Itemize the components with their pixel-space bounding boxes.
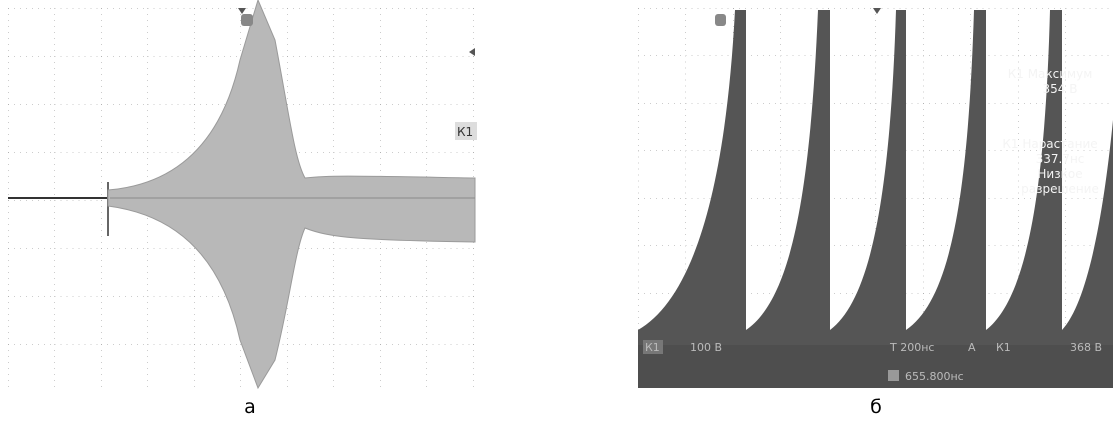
- measurement: разрешение: [1021, 182, 1099, 196]
- caption: а: [244, 396, 256, 418]
- status: К1: [996, 341, 1011, 354]
- status: 368 В: [1070, 341, 1102, 354]
- trigger-icon: [241, 14, 253, 26]
- panel-a: К1 а: [8, 0, 477, 418]
- measurement: К1 Нарастание: [1002, 137, 1097, 151]
- status: К1: [645, 341, 660, 354]
- status: A: [968, 341, 976, 354]
- figure: К1 а К1 Максимум 354 В К1 Нарастание 337…: [0, 0, 1113, 421]
- measurement: К1 Максимум: [1008, 67, 1093, 81]
- trigger-pos-icon: [888, 370, 899, 381]
- trigger-position: 655.800нс: [905, 370, 964, 383]
- panel-b: К1 Максимум 354 В К1 Нарастание 337.7нс …: [638, 8, 1113, 418]
- status: 100 В: [690, 341, 722, 354]
- figure-svg: К1 а К1 Максимум 354 В К1 Нарастание 337…: [0, 0, 1113, 421]
- caption: б: [870, 396, 882, 418]
- measurement: 354 В: [1043, 82, 1078, 96]
- measurement: Низкое: [1037, 167, 1082, 181]
- trigger-icon: [715, 14, 726, 26]
- measurement: 337.7нс: [1036, 152, 1085, 166]
- status: T 200нс: [889, 341, 934, 354]
- channel-marker: К1: [457, 125, 473, 139]
